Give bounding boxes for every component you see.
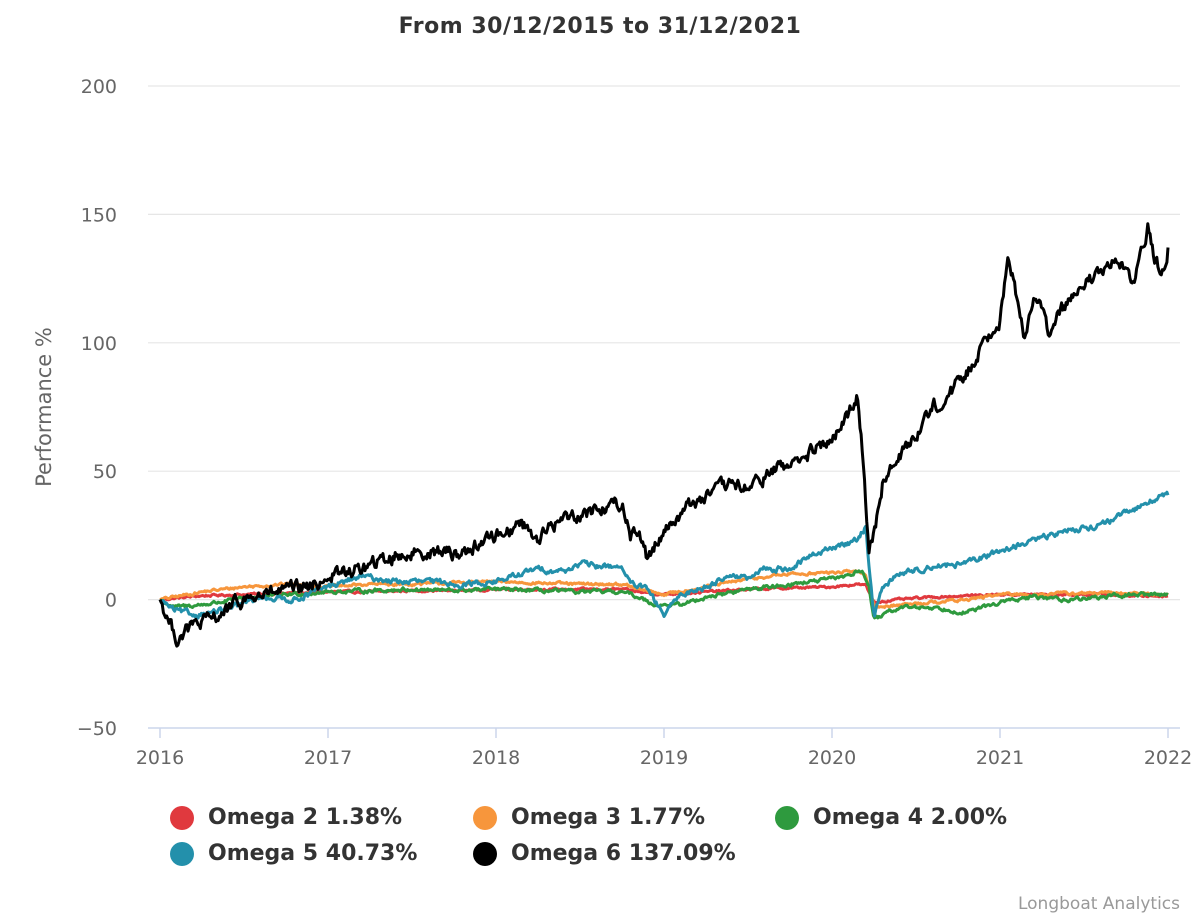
y-tick-label: 200 bbox=[81, 76, 117, 98]
legend-label: Omega 2 1.38% bbox=[208, 805, 403, 830]
series-line-omega-6[interactable] bbox=[158, 222, 1170, 648]
legend-item-omega-4[interactable]: Omega 4 2.00% bbox=[775, 805, 1007, 830]
legend-marker-icon bbox=[170, 805, 194, 830]
x-tick-label: 2019 bbox=[640, 747, 688, 769]
axis-layer: −50 0 50 100 150 200 2016 2017 2018 2019 2020 2021 2… bbox=[77, 76, 1192, 769]
y-tick-label: 100 bbox=[81, 333, 117, 355]
legend-label: Omega 6 137.09% bbox=[511, 841, 736, 866]
y-axis-title: Performance % bbox=[32, 327, 56, 487]
legend-item-omega-5[interactable]: Omega 5 40.73% bbox=[170, 841, 417, 866]
x-tick-label: 2016 bbox=[136, 747, 184, 769]
x-tick-label: 2020 bbox=[808, 747, 856, 769]
legend-label: Omega 5 40.73% bbox=[208, 841, 418, 866]
x-tick-label: 2017 bbox=[304, 747, 352, 769]
chart-title: From 30/12/2015 to 31/12/2021 bbox=[398, 14, 802, 39]
x-tick-label: 2021 bbox=[976, 747, 1024, 769]
series-layer bbox=[158, 222, 1170, 648]
legend-marker-icon bbox=[775, 805, 799, 830]
legend-item-omega-6[interactable]: Omega 6 137.09% bbox=[473, 841, 736, 866]
grid-layer bbox=[148, 85, 1180, 601]
y-tick-label: 0 bbox=[105, 590, 117, 612]
chart-canvas: −50 0 50 100 150 200 2016 2017 2018 2019 2020 2021 2… bbox=[32, 76, 1192, 769]
legend-marker-icon bbox=[473, 805, 497, 830]
y-tick-label: 150 bbox=[81, 204, 117, 226]
x-tick-label: 2022 bbox=[1144, 747, 1192, 769]
y-tick-label: 50 bbox=[93, 461, 117, 483]
y-tick-label: −50 bbox=[77, 718, 117, 740]
legend-label: Omega 4 2.00% bbox=[813, 805, 1008, 830]
legend-marker-icon bbox=[170, 841, 194, 866]
legend-item-omega-3[interactable]: Omega 3 1.77% bbox=[473, 805, 705, 830]
series-line-omega-4[interactable] bbox=[159, 569, 1169, 620]
legend-marker-icon bbox=[473, 841, 497, 866]
legend-label: Omega 3 1.77% bbox=[511, 805, 706, 830]
series-line-omega-5[interactable] bbox=[158, 490, 1170, 620]
x-tick-label: 2018 bbox=[472, 747, 520, 769]
legend-item-omega-2[interactable]: Omega 2 1.38% bbox=[170, 805, 402, 830]
credits-link[interactable]: Longboat Analytics bbox=[1017, 894, 1180, 914]
